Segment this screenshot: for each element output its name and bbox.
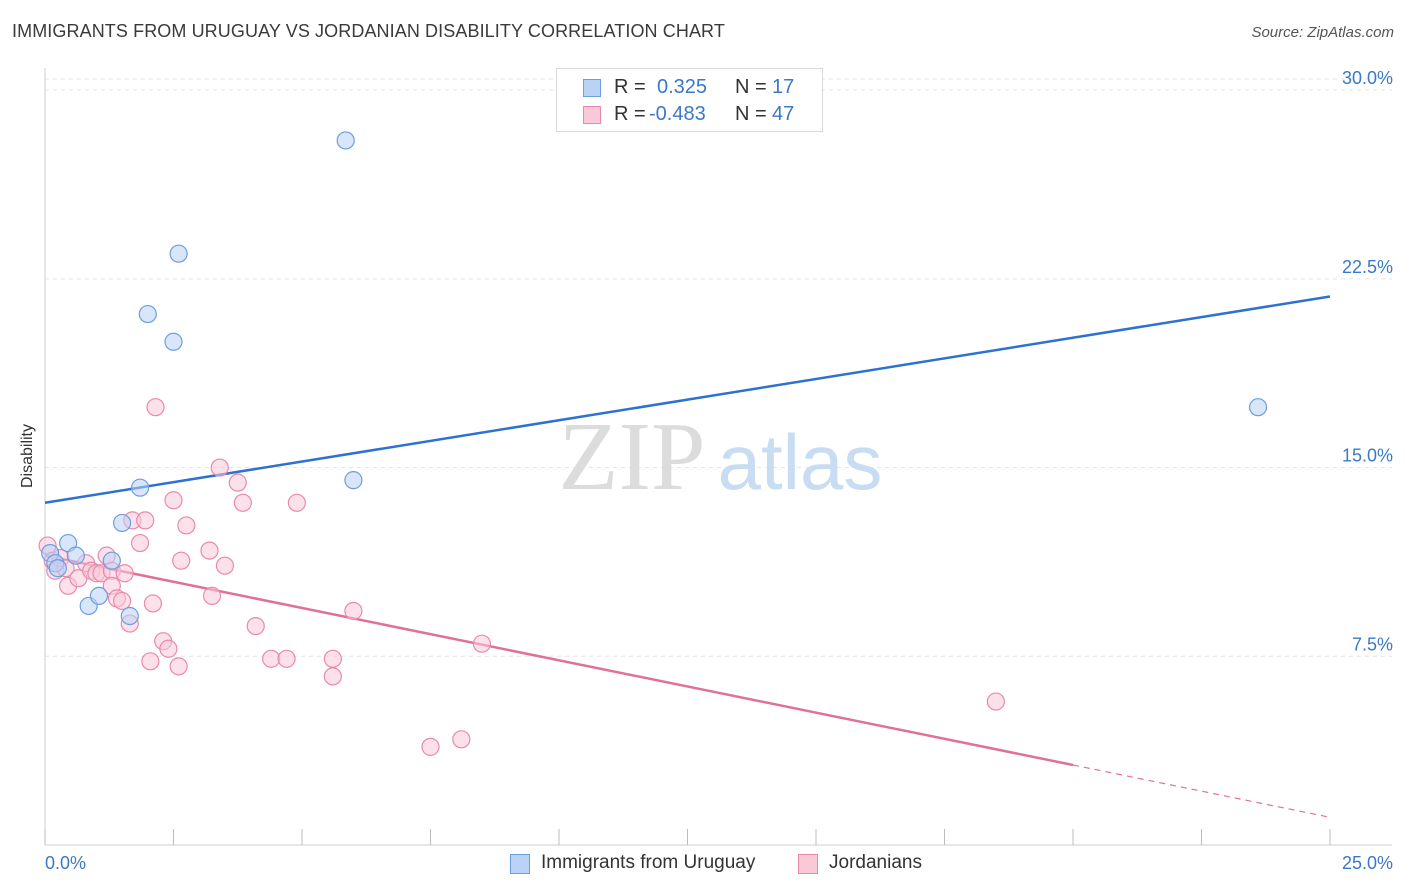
- data-point-uruguay: [102, 551, 121, 570]
- stats-n-value: 17: [772, 76, 795, 98]
- data-point-jordanians: [164, 491, 183, 510]
- data-point-jordanians: [136, 511, 155, 530]
- data-point-uruguay: [89, 586, 109, 605]
- trend-layer: [44, 295, 1331, 818]
- legend-label: Immigrants from Uruguay: [541, 852, 756, 873]
- data-point-uruguay: [120, 606, 139, 626]
- data-point-uruguay: [112, 513, 132, 533]
- stats-r-value: 0.325: [657, 76, 708, 98]
- y-axis-label: Disability: [19, 423, 36, 489]
- stats-n-value: 47: [772, 103, 795, 125]
- data-point-jordanians: [246, 616, 265, 636]
- stats-r-label: R =: [614, 103, 646, 125]
- legend-swatch-uruguay: [510, 854, 530, 874]
- data-point-uruguay: [336, 131, 355, 150]
- data-point-jordanians: [287, 493, 306, 512]
- data-point-uruguay: [164, 332, 183, 351]
- data-point-uruguay: [48, 559, 67, 578]
- points-layer: [38, 131, 1268, 756]
- y-tick-label: 15.0%: [1342, 446, 1393, 466]
- stats-row-uruguay: R = 0.325 N = 17: [557, 73, 822, 101]
- stats-n-label: N =: [735, 76, 767, 98]
- data-point-jordanians: [323, 667, 342, 686]
- correlation-stats-box: R = 0.325 N = 17 R = -0.483 N = 47: [556, 68, 823, 132]
- stats-r-label: R =: [614, 76, 646, 98]
- data-point-uruguay: [130, 478, 150, 497]
- data-point-jordanians: [215, 556, 234, 575]
- trend-line-extension-1: [1072, 764, 1331, 818]
- data-point-jordanians: [202, 586, 222, 605]
- data-point-jordanians: [159, 639, 178, 658]
- data-point-jordanians: [141, 652, 160, 671]
- legend-label: Jordanians: [829, 852, 922, 873]
- data-point-jordanians: [172, 551, 191, 570]
- y-tick-label: 7.5%: [1352, 634, 1393, 654]
- data-point-jordanians: [277, 649, 296, 668]
- data-point-jordanians: [452, 730, 471, 749]
- y-tick-label: 30.0%: [1342, 68, 1393, 88]
- data-point-jordanians: [200, 541, 219, 560]
- data-point-jordanians: [986, 692, 1006, 711]
- trend-line-1: [44, 554, 1074, 767]
- data-point-jordanians: [130, 533, 150, 553]
- data-point-jordanians: [344, 601, 363, 621]
- data-point-jordanians: [210, 458, 229, 477]
- tick-label-layer: 7.5% 15.0% 22.5% 30.0% 0.0% 25.0%: [45, 68, 1393, 873]
- stats-swatch-uruguay: [583, 79, 601, 97]
- data-point-jordanians: [421, 737, 440, 756]
- x-tick-label-max: 25.0%: [1342, 853, 1393, 873]
- data-point-jordanians: [169, 657, 188, 676]
- trend-line-0: [44, 295, 1331, 505]
- data-point-jordanians: [228, 473, 247, 492]
- data-point-jordanians: [112, 591, 132, 611]
- data-point-jordanians: [472, 634, 491, 653]
- data-point-jordanians: [323, 649, 342, 668]
- data-point-jordanians: [177, 516, 196, 535]
- watermark-atlas: atlas: [718, 418, 883, 506]
- data-point-uruguay: [344, 471, 363, 490]
- watermark-zip: ZIP: [559, 403, 706, 511]
- axis-layer: [44, 68, 1392, 846]
- data-point-jordanians: [262, 649, 281, 668]
- data-point-uruguay: [169, 244, 188, 263]
- data-point-jordanians: [115, 564, 134, 583]
- stats-row-jordanians: R = -0.483 N = 47: [557, 100, 822, 128]
- x-tick-label-min: 0.0%: [45, 853, 86, 873]
- y-tick-label: 22.5%: [1342, 257, 1393, 277]
- chart-title: IMMIGRANTS FROM URUGUAY VS JORDANIAN DIS…: [12, 21, 725, 41]
- stats-n-label: N =: [735, 103, 767, 125]
- data-point-jordanians: [233, 493, 252, 512]
- data-point-uruguay: [138, 304, 157, 324]
- legend-swatch-jordanians: [798, 854, 818, 874]
- data-point-uruguay: [66, 546, 85, 565]
- data-point-jordanians: [146, 398, 165, 417]
- stats-swatch-jordanians: [583, 106, 601, 124]
- data-point-uruguay: [1248, 398, 1268, 417]
- stats-r-value: -0.483: [649, 103, 706, 125]
- grid-layer: [45, 78, 1392, 657]
- data-point-jordanians: [143, 594, 163, 613]
- watermark: ZIP atlas: [559, 403, 883, 511]
- source-label: Source: ZipAtlas.com: [1251, 24, 1394, 41]
